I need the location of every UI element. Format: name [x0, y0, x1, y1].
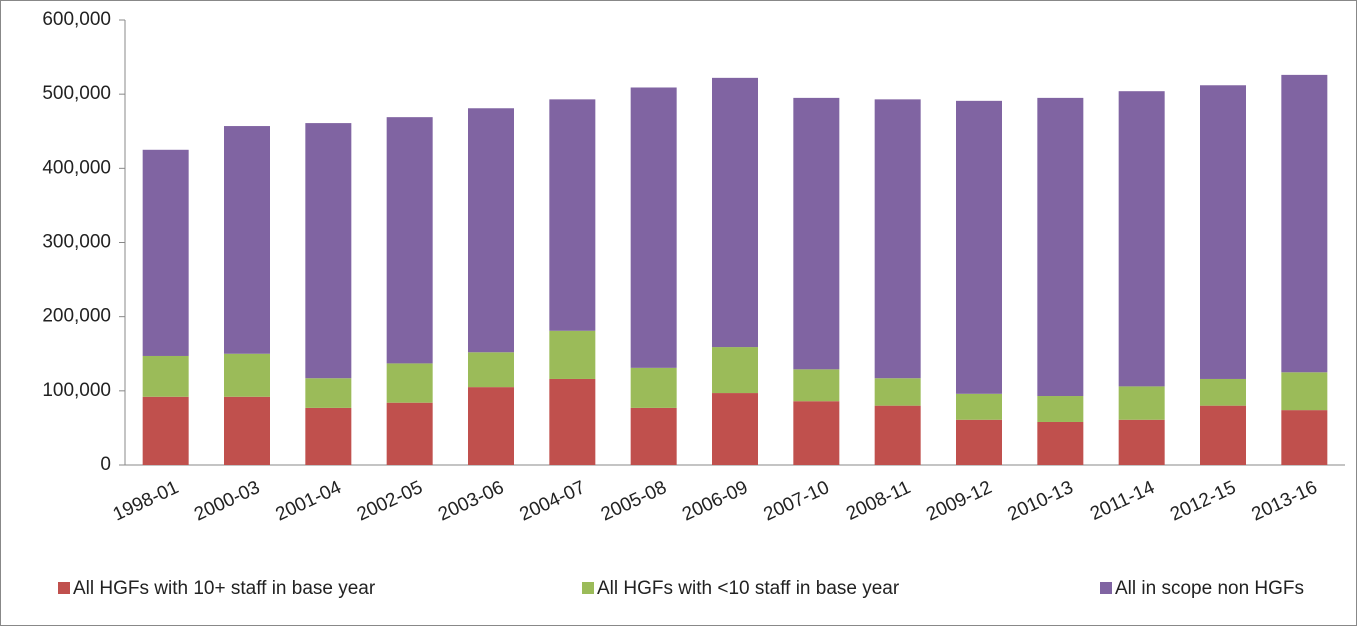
legend-label: All HGFs with 10+ staff in base year [73, 578, 376, 599]
y-tick-label: 200,000 [42, 306, 111, 327]
bar-segment [874, 378, 921, 406]
legend-swatch [1100, 582, 1112, 594]
bar-segment [956, 393, 1002, 420]
bar-segment [1281, 410, 1328, 465]
bar-segment [793, 401, 840, 465]
bar-segment [630, 407, 677, 465]
bar-segment [386, 363, 433, 403]
bar-segment [630, 367, 677, 408]
bar-segment [224, 396, 270, 465]
y-tick-label: 0 [100, 454, 111, 475]
bar-segment [1281, 74, 1328, 373]
bar-segment [1118, 386, 1165, 420]
y-tick-label: 100,000 [42, 380, 111, 401]
bar-segment [468, 387, 514, 465]
y-tick-label: 400,000 [42, 157, 111, 178]
bar-segment [142, 149, 189, 356]
bar-segment [224, 353, 270, 397]
bar-segment [712, 77, 758, 348]
bar-segment [1037, 97, 1084, 397]
bar-segment [874, 405, 921, 465]
bar-segment [793, 369, 840, 402]
bar-segment [142, 396, 189, 465]
bar-segment [1118, 91, 1165, 387]
bar-segment [1200, 405, 1246, 465]
bar-segment [549, 330, 596, 379]
bar-segment [1037, 421, 1084, 465]
bar-segment [956, 419, 1002, 465]
bar-segment [386, 117, 433, 364]
bar-segment [305, 123, 352, 379]
bar-segment [874, 99, 921, 379]
bar-segment [142, 355, 189, 397]
bar-segment [386, 402, 433, 465]
bar-segment [793, 97, 840, 370]
bar-segment [630, 87, 677, 368]
bar-segment [712, 347, 758, 394]
bar-segment [1118, 419, 1165, 465]
bar-segment [1281, 372, 1328, 411]
bar-segment [1200, 378, 1246, 406]
bar-segment [712, 393, 758, 465]
bar-segment [1037, 396, 1084, 422]
bar-segment [549, 99, 596, 331]
bar-segment [224, 126, 270, 354]
y-tick-label: 300,000 [42, 232, 111, 253]
bar-segment [305, 378, 352, 408]
bar-segment [1200, 85, 1246, 379]
legend-swatch [582, 582, 594, 594]
legend-swatch [58, 582, 70, 594]
bar-segment [468, 108, 514, 353]
y-tick-label: 600,000 [42, 9, 111, 30]
bar-segment [305, 407, 352, 465]
bar-segment [549, 378, 596, 465]
legend-label: All HGFs with <10 staff in base year [597, 578, 900, 599]
bar-segment [956, 100, 1002, 394]
y-tick-label: 500,000 [42, 83, 111, 104]
legend-label: All in scope non HGFs [1115, 578, 1304, 599]
bar-segment [468, 352, 514, 388]
